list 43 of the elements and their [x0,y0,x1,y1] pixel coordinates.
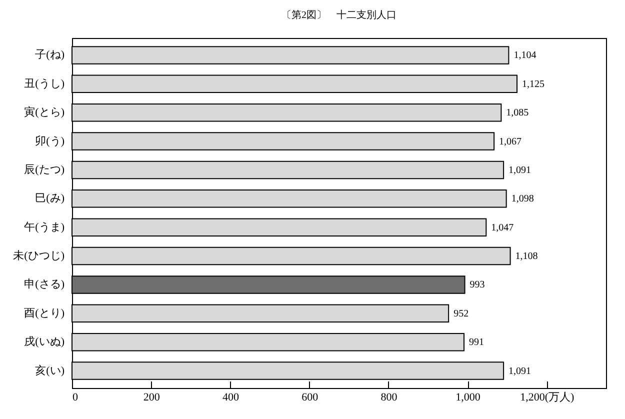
y-tick-label: 丑(うし) [24,78,65,90]
data-label: 952 [454,308,469,320]
bar [72,218,487,236]
data-label: 1,108 [515,251,538,262]
bar [72,276,466,294]
x-tick-label: 400 [222,392,240,404]
x-tick-label: 1,200(万人) [520,392,575,404]
x-tick-label: 200 [143,392,160,404]
data-label: 1,047 [491,222,514,234]
data-label: 1,091 [508,366,532,377]
y-tick-label: 巳(み) [35,192,65,205]
data-label: 993 [470,280,485,291]
data-label: 1,098 [511,194,534,205]
y-tick-label: 辰(たつ) [24,164,65,176]
y-tick-label: 亥(い) [35,364,65,377]
data-label: 1,104 [514,50,536,62]
chart-title: 〔第2図〕 十二支別人口 [282,9,396,21]
y-tick-label: 戌(いぬ) [24,335,65,348]
y-tick-label: 卯(う) [35,134,65,148]
bar [72,46,510,64]
x-tick-label: 600 [302,392,319,404]
bar [72,332,464,352]
data-label: 991 [468,337,484,348]
x-tick-label: 1,000 [456,392,481,404]
y-tick-label: 未(ひつじ) [13,249,65,262]
y-tick-label: 寅(とら) [24,106,65,119]
y-tick-label: 酉(とり) [24,307,65,320]
y-tick-label: 申(さる) [24,278,65,291]
x-tick-label: 0 [72,392,78,404]
bar [72,190,507,208]
bar [72,246,511,266]
x-tick-label: 800 [380,392,398,404]
data-label: 1,085 [506,108,529,119]
y-tick-label: 午(うま) [24,221,65,234]
data-label: 1,067 [499,136,522,148]
data-label: 1,091 [508,164,532,176]
data-label: 1,125 [522,78,544,90]
y-tick-label: 子(ね) [35,49,65,62]
bar [72,304,450,323]
bar [72,74,518,94]
bar [72,160,504,180]
bar [72,132,495,150]
bar [72,103,502,122]
